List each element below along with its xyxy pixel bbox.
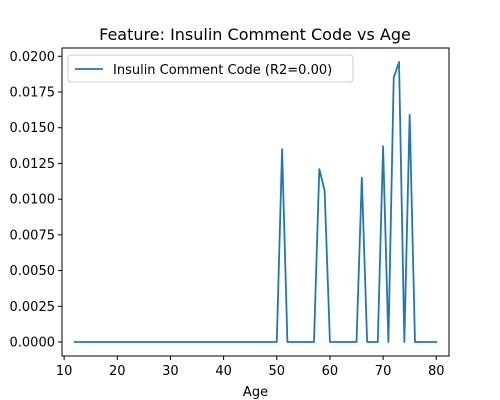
x-axis: 10 20 30 40 50 60 70 80	[56, 356, 445, 379]
plot-frame	[61, 47, 450, 357]
x-tick-label: 20	[109, 364, 126, 379]
y-axis: 0.0000 0.0025 0.0050 0.0075 0.0100 0.0125 0.01…	[10, 50, 62, 351]
x-tick-label: 30	[162, 364, 179, 379]
y-tick-label: 0.0075	[10, 228, 56, 243]
legend-box	[67, 54, 354, 83]
x-tick-label: 10	[56, 364, 73, 379]
x-tick-label: 70	[375, 364, 392, 379]
y-tick-label: 0.0125	[10, 157, 56, 172]
series-line	[73, 61, 438, 343]
y-tick-label: 0.0200	[10, 50, 56, 65]
y-tick-label: 0.0025	[10, 300, 56, 315]
legend-series-label: Insulin Comment Code (R2=0.00)	[113, 63, 332, 78]
x-axis-label: Age	[243, 385, 268, 400]
series-layer	[73, 61, 438, 343]
y-tick-label: 0.0150	[10, 121, 56, 136]
y-tick-label: 0.0175	[10, 86, 56, 101]
y-tick-label: 0.0000	[10, 336, 56, 351]
x-tick-label: 60	[322, 364, 339, 379]
chart-title: Feature: Insulin Comment Code vs Age	[99, 25, 411, 44]
y-tick-label: 0.0050	[10, 264, 56, 279]
y-tick-label: 0.0100	[10, 193, 56, 208]
legend: Insulin Comment Code (R2=0.00)	[67, 54, 354, 83]
x-tick-label: 80	[428, 364, 445, 379]
x-tick-label: 50	[268, 364, 285, 379]
x-tick-label: 40	[215, 364, 232, 379]
